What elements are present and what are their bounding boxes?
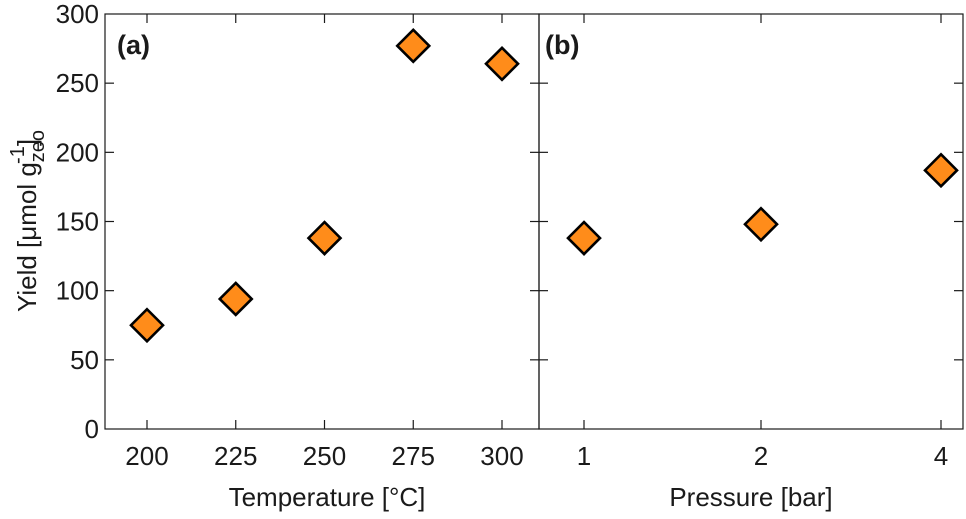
y-tick-label: 100 xyxy=(56,276,99,306)
data-point-a xyxy=(129,307,165,344)
y-tick-label: 0 xyxy=(85,414,99,444)
x-tick-label-b: 4 xyxy=(934,441,948,471)
data-point-b xyxy=(566,220,602,256)
panel-b-label: (b) xyxy=(545,30,579,60)
data-point-b xyxy=(923,152,959,189)
data-point-a xyxy=(395,27,432,64)
y-tick-label: 50 xyxy=(70,345,99,375)
x-tick-label-a: 275 xyxy=(392,441,435,471)
y-tick-label: 150 xyxy=(56,207,99,237)
panel-a-frame xyxy=(104,13,540,430)
data-point-a xyxy=(484,45,520,82)
y-tick-label: 300 xyxy=(56,0,99,29)
marks-layer xyxy=(129,27,959,344)
data-point-b xyxy=(743,206,779,243)
x-axis-label-a: Temperature [°C] xyxy=(229,482,426,512)
x-tick-label-a: 200 xyxy=(125,441,168,471)
y-tick-label: 200 xyxy=(56,137,99,167)
x-tick-label-b: 1 xyxy=(577,441,591,471)
ticks-layer: 0 50 100 150 200 250 300 200 225 250 275 300 1 2 4 xyxy=(56,0,963,471)
y-tick-label: 250 xyxy=(56,68,99,98)
panel-a-label: (a) xyxy=(117,30,150,60)
x-tick-label-a: 225 xyxy=(214,441,257,471)
x-axis-label-b: Pressure [bar] xyxy=(669,482,832,512)
x-tick-label-a: 250 xyxy=(303,441,346,471)
x-tick-label-b: 2 xyxy=(754,441,768,471)
x-tick-label-a: 300 xyxy=(480,441,523,471)
y-axis-label: Yield [μmol gzeo-1] xyxy=(7,130,49,312)
data-point-a xyxy=(217,281,254,317)
data-point-a xyxy=(306,220,343,256)
